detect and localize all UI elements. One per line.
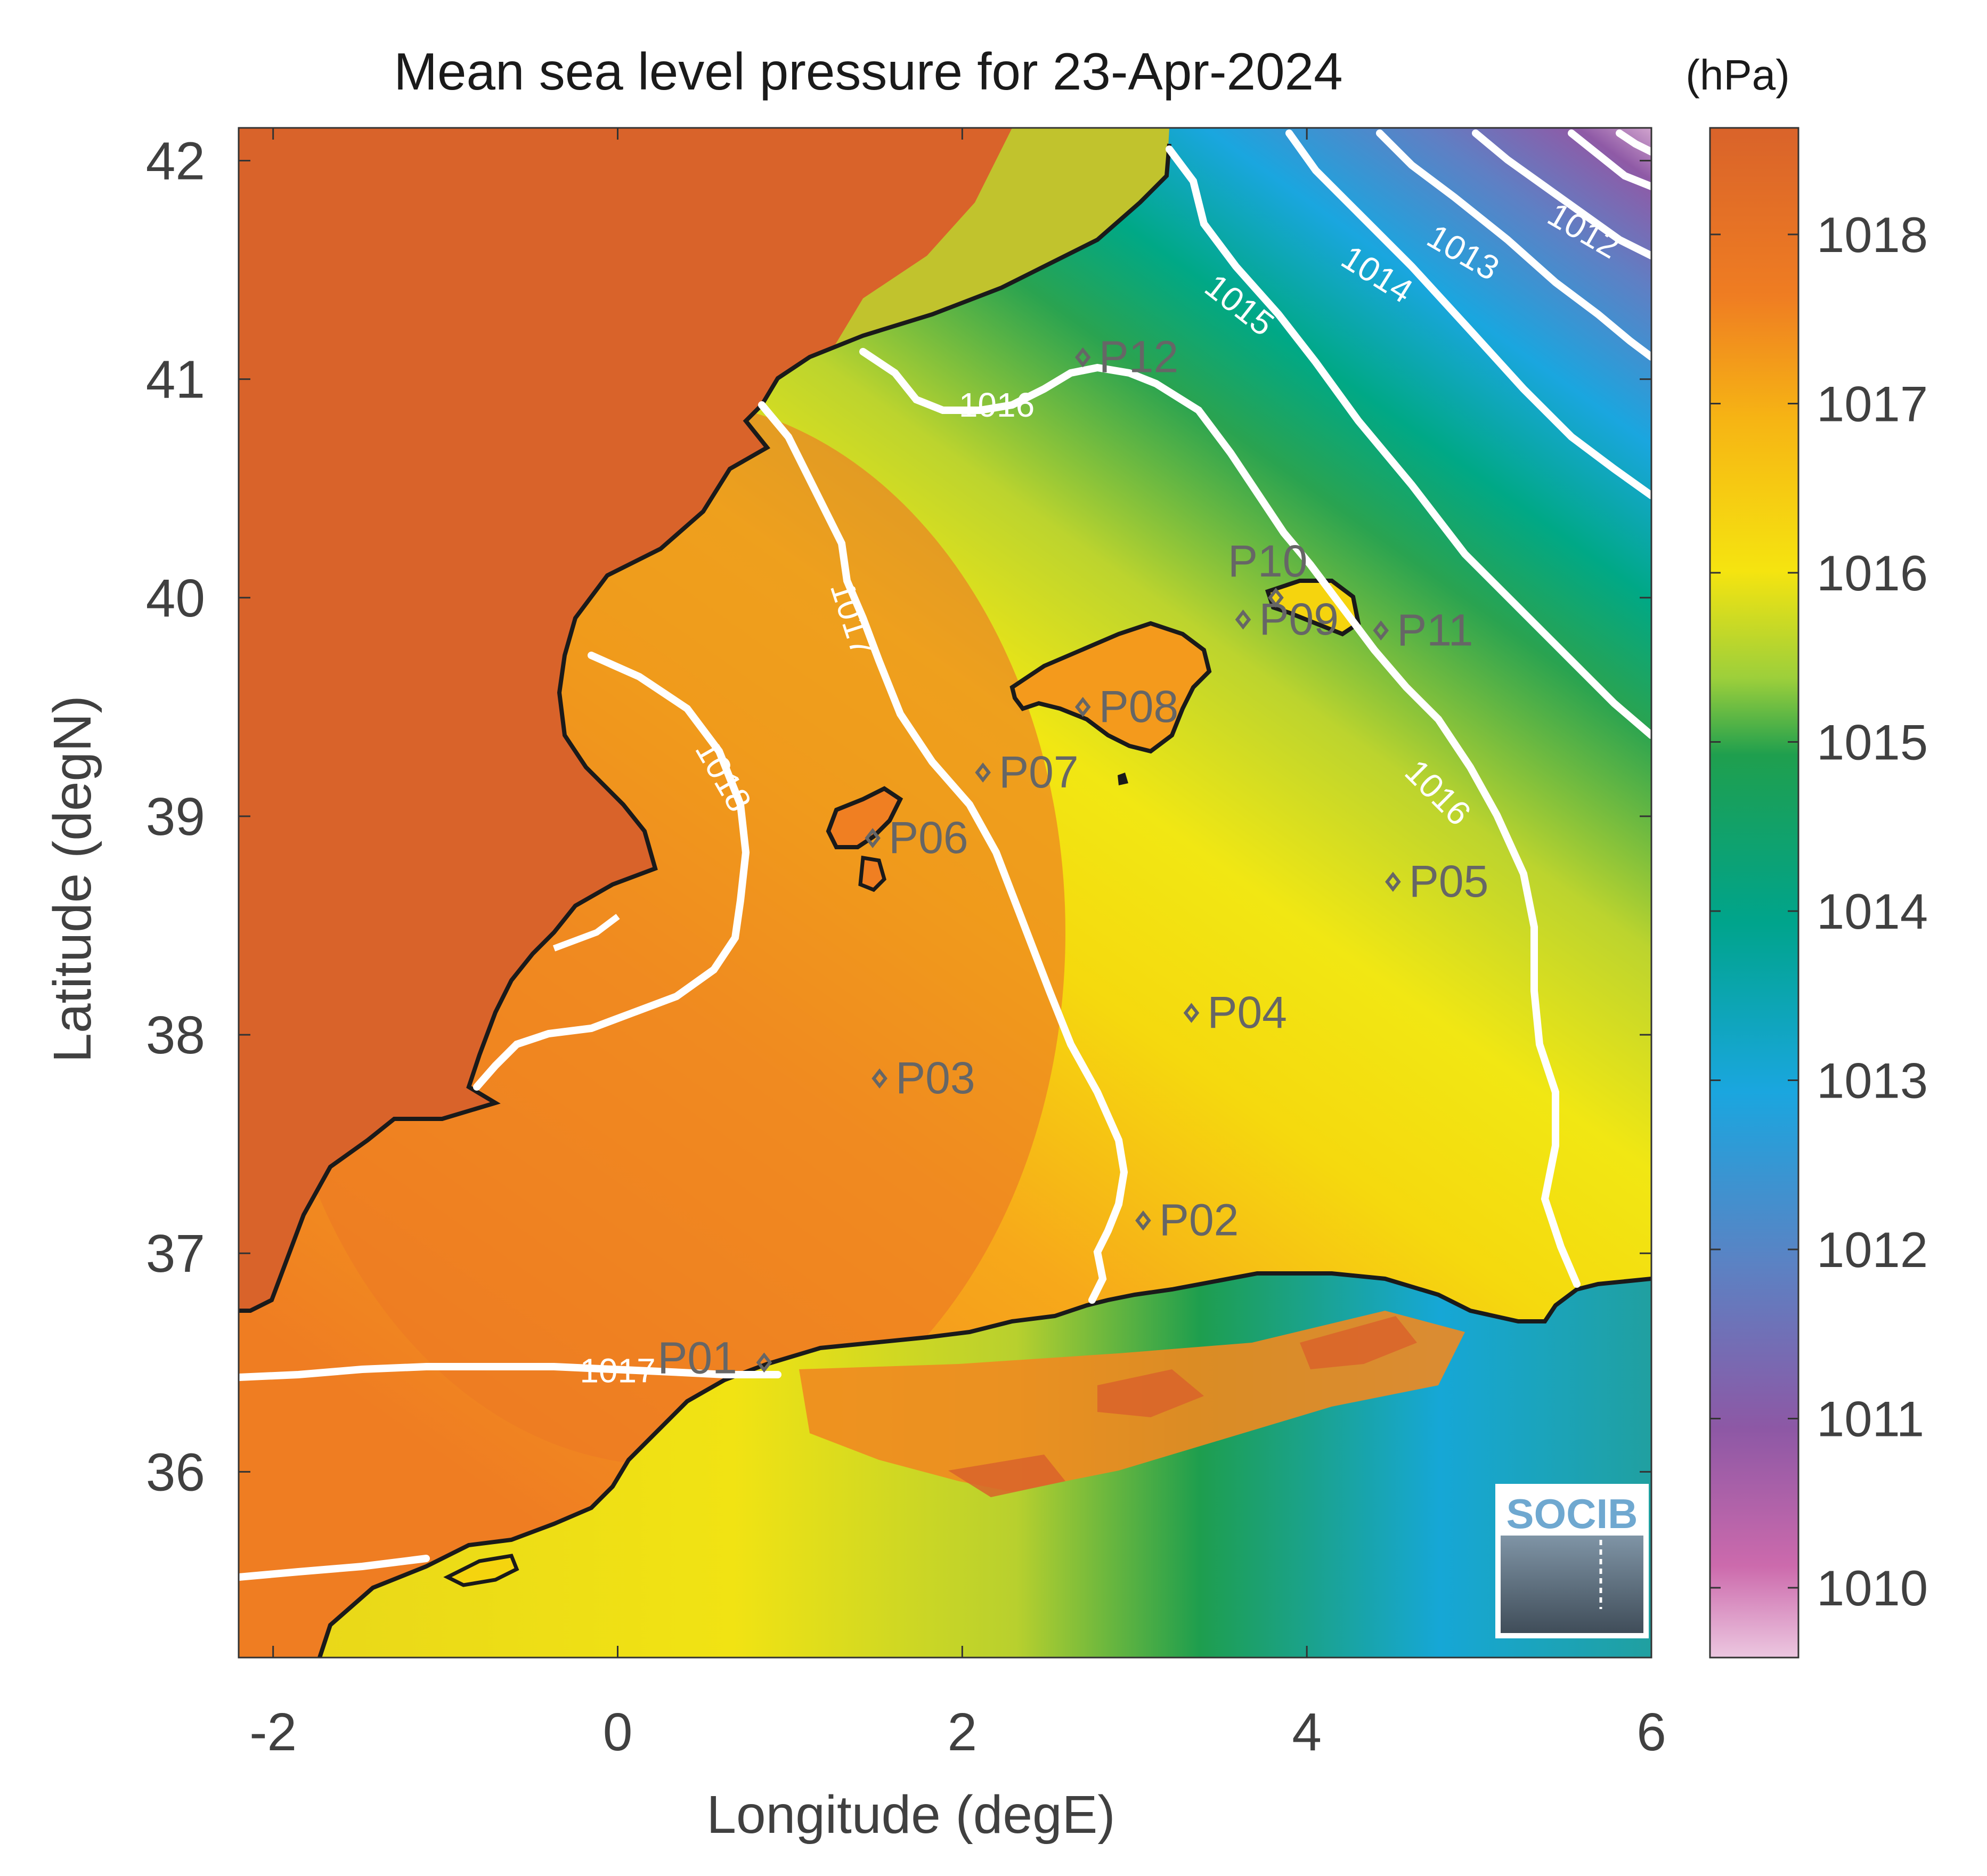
y-tick-label: 38 (146, 1005, 205, 1065)
y-tick-label: 41 (146, 350, 205, 410)
station-marker (1373, 620, 1389, 641)
x-tick-label: 0 (603, 1702, 633, 1762)
station-label: P04 (1207, 987, 1286, 1037)
colorbar: 1018 1017 1016 1015 1014 1013 1012 1011 1010 (1709, 127, 1928, 1659)
isobar-1016-north (859, 348, 1581, 1288)
station-label: P12 (1099, 332, 1178, 382)
colorbar-tick-label: 1017 (1817, 376, 1928, 432)
y-tick-label: 37 (146, 1224, 205, 1284)
chart-title: Mean sea level pressure for 23-Apr-2024 (394, 42, 1342, 101)
colorbar-tick-label: 1016 (1817, 545, 1928, 601)
contour-label: 1016 (959, 386, 1035, 424)
colorbar-tick-label: 1012 (1817, 1222, 1928, 1278)
isobar-1017-africa (239, 1555, 430, 1581)
mallorca-island (1009, 621, 1212, 754)
colorbar-tick-label: 1014 (1817, 883, 1928, 939)
station-label: P06 (889, 813, 968, 863)
iberia-land (239, 128, 1169, 1311)
station-marker (975, 762, 991, 783)
station-label: P10 (1228, 536, 1307, 586)
x-axis-label: Longitude (degE) (706, 1785, 1115, 1845)
colorbar-gradient (1709, 127, 1799, 1659)
cabrera-island (1118, 773, 1128, 785)
station-marker (756, 1352, 772, 1373)
isobar-contours (239, 129, 1651, 1581)
socib-logo-band (1498, 1487, 1646, 1536)
colorbar-ticks: 1018 1017 1016 1015 1014 1013 1012 1011 1010 (1710, 207, 1928, 1616)
x-tick-label: 2 (948, 1702, 978, 1762)
colorbar-tick-label: 1010 (1817, 1560, 1928, 1616)
socib-logo: SOCIB (1495, 1484, 1649, 1638)
units-label: (hPa) (1685, 51, 1790, 99)
station-label: P08 (1099, 681, 1178, 732)
colorbar-tick-label: 1015 (1817, 714, 1928, 770)
colorbar-tick-label: 1013 (1817, 1053, 1928, 1109)
isobar-1017-east (758, 401, 1128, 1304)
isobar-1011 (1568, 129, 1651, 190)
station-marker (1268, 587, 1284, 608)
isobar-1015 (1166, 145, 1651, 739)
atlas-ridges (948, 1316, 1417, 1497)
station-marker (1074, 697, 1091, 717)
y-tick-label: 36 (146, 1442, 205, 1502)
x-tick-label: -2 (249, 1702, 297, 1762)
station-label: P07 (999, 747, 1078, 797)
isobar-1012 (1472, 129, 1651, 259)
y-tick-label: 39 (146, 787, 205, 847)
socib-logo-text: SOCIB (1506, 1490, 1638, 1537)
y-tick-label: 42 (146, 132, 205, 191)
map-axes: -2 0 2 4 6 42 41 40 39 38 37 36 (146, 128, 1666, 1762)
plot-frame (238, 127, 1652, 1659)
station-label: P05 (1409, 856, 1488, 906)
station-marker (865, 828, 881, 848)
contour-label: 1017 (580, 1352, 655, 1390)
y-tick-label: 40 (146, 569, 205, 628)
formentera-island (858, 855, 886, 892)
isobar-1017-south (239, 1363, 781, 1381)
coastal-isobar-fragment (552, 914, 620, 952)
station-label: P03 (895, 1053, 975, 1103)
ibiza-island (826, 786, 903, 849)
station-marker (1385, 872, 1401, 892)
isobar-1014 (1285, 129, 1651, 499)
colorbar-tick-label: 1011 (1817, 1391, 1924, 1447)
station-marker (1074, 347, 1091, 368)
y-axis-label: Latitude (degN) (43, 695, 102, 1062)
iberian-coastline (239, 143, 1171, 1313)
colorbar-tick-label: 1018 (1817, 207, 1928, 263)
alboran-island (443, 1554, 519, 1587)
station-label: P02 (1159, 1195, 1239, 1245)
station-label: P11 (1397, 605, 1473, 655)
station-label: P01 (657, 1333, 737, 1383)
isobar-1018 (473, 652, 750, 1091)
station-marker (1183, 1003, 1200, 1023)
isobar-1013 (1376, 129, 1651, 361)
station-marker (1235, 609, 1251, 630)
station-marker (872, 1068, 887, 1089)
x-tick-label: 6 (1636, 1702, 1666, 1762)
african-coastline (317, 1271, 1651, 1658)
station-marker (1135, 1210, 1151, 1231)
x-tick-label: 4 (1292, 1702, 1322, 1762)
ebro-land (831, 128, 1169, 352)
isobar-1010 (1616, 129, 1651, 156)
